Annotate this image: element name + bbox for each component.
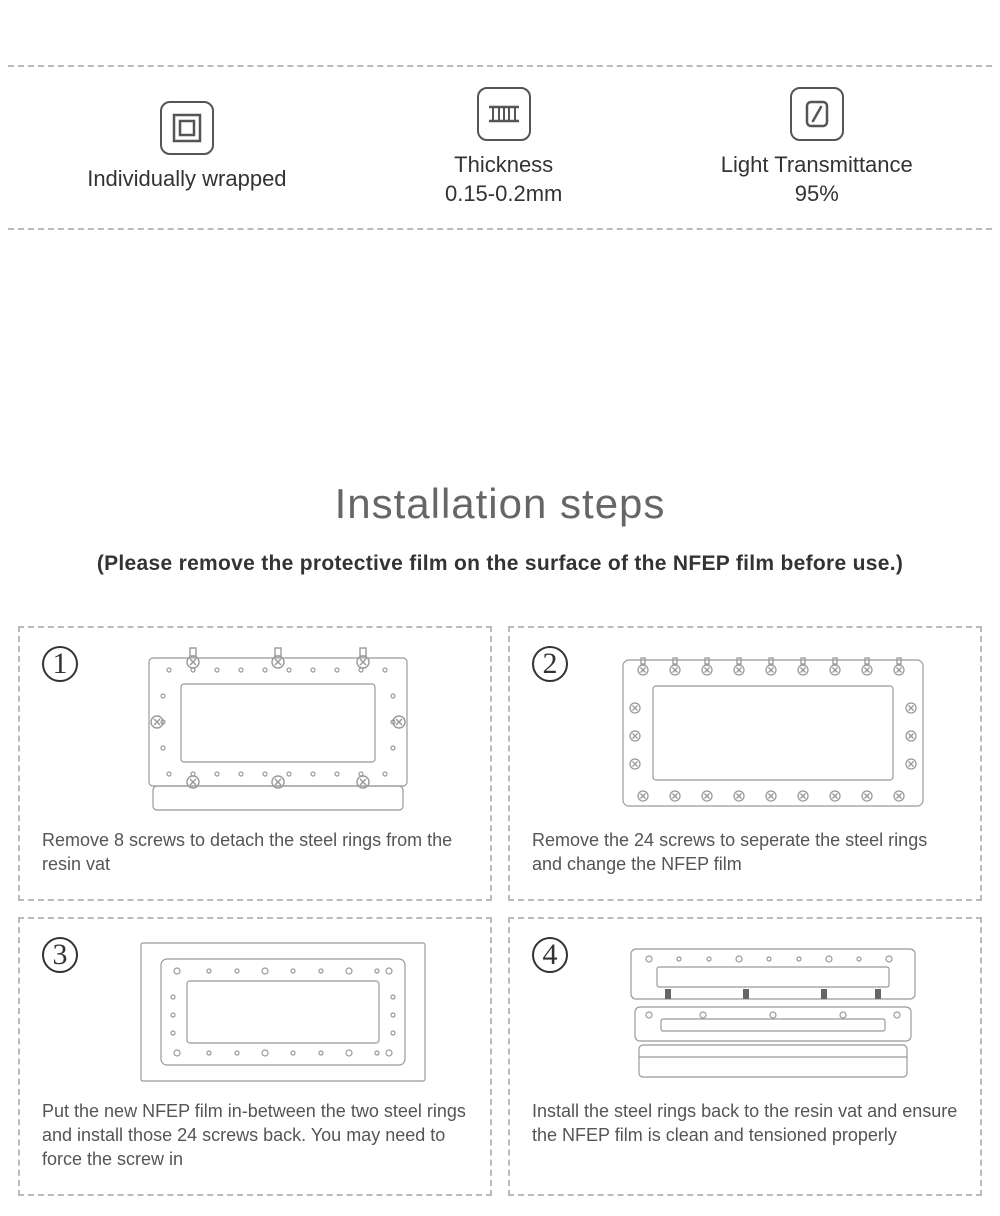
step-4-illustration [588, 937, 958, 1087]
feature-transmittance: Light Transmittance 95% [721, 87, 913, 208]
installation-subtitle: (Please remove the protective film on th… [0, 552, 1000, 576]
thickness-icon [477, 87, 531, 141]
feature-thickness: Thickness 0.15-0.2mm [445, 87, 562, 208]
step-1-illustration [98, 646, 468, 816]
step-1: 1 [18, 626, 492, 901]
step-number: 3 [42, 937, 78, 973]
step-text: Remove the 24 screws to seperate the ste… [532, 828, 958, 877]
step-3-illustration [98, 937, 468, 1087]
step-4: 4 [508, 917, 982, 1196]
features-row: Individually wrapped Thickness 0.15-0.2m… [8, 65, 992, 230]
step-text: Put the new NFEP film in-between the two… [42, 1099, 468, 1172]
step-2: 2 [508, 626, 982, 901]
feature-label: Individually wrapped [87, 165, 286, 194]
step-2-illustration [588, 646, 958, 816]
wrapped-icon [160, 101, 214, 155]
step-number: 2 [532, 646, 568, 682]
steps-grid: 1 [18, 626, 982, 1195]
installation-title: Installation steps [0, 480, 1000, 528]
step-text: Remove 8 screws to detach the steel ring… [42, 828, 468, 877]
feature-label: Thickness 0.15-0.2mm [445, 151, 562, 208]
transmittance-icon [790, 87, 844, 141]
step-3: 3 [18, 917, 492, 1196]
step-number: 4 [532, 937, 568, 973]
feature-label: Light Transmittance 95% [721, 151, 913, 208]
step-text: Install the steel rings back to the resi… [532, 1099, 958, 1148]
feature-wrapped: Individually wrapped [87, 101, 286, 194]
step-number: 1 [42, 646, 78, 682]
